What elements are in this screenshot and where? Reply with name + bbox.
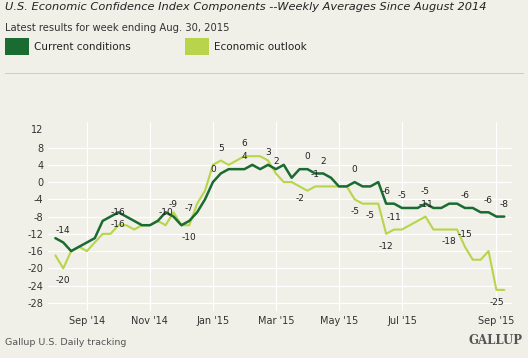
Text: 0: 0 [352, 165, 357, 174]
Text: -6: -6 [460, 191, 469, 200]
Text: -18: -18 [442, 237, 457, 246]
Text: 0: 0 [210, 165, 216, 174]
Text: -11: -11 [386, 213, 401, 222]
Text: Gallup U.S. Daily tracking: Gallup U.S. Daily tracking [5, 338, 127, 347]
Text: -14: -14 [56, 226, 71, 235]
Text: Economic outlook: Economic outlook [214, 42, 307, 52]
Text: -16: -16 [111, 208, 126, 217]
Text: 5: 5 [218, 144, 224, 153]
Text: GALLUP: GALLUP [469, 334, 523, 347]
Text: 0: 0 [305, 153, 310, 161]
Text: 12: 12 [31, 125, 44, 135]
Text: -15: -15 [458, 230, 472, 239]
Text: -11: -11 [418, 200, 433, 209]
Text: -5: -5 [421, 187, 430, 196]
Text: -25: -25 [489, 297, 504, 307]
Text: -6: -6 [484, 195, 493, 204]
Text: -16: -16 [111, 220, 126, 229]
Text: Latest results for week ending Aug. 30, 2015: Latest results for week ending Aug. 30, … [5, 23, 230, 33]
Text: -5: -5 [366, 212, 375, 221]
Text: U.S. Economic Confidence Index Components --Weekly Averages Since August 2014: U.S. Economic Confidence Index Component… [5, 2, 487, 12]
Text: -10: -10 [182, 233, 196, 242]
Text: -5: -5 [398, 191, 407, 200]
Text: 2: 2 [320, 157, 326, 166]
Text: 4: 4 [242, 153, 247, 161]
Text: -5: -5 [350, 207, 359, 216]
Text: -20: -20 [56, 276, 71, 285]
Text: -8: -8 [500, 200, 509, 209]
Text: -12: -12 [379, 242, 393, 251]
Text: 3: 3 [265, 148, 271, 157]
Text: -10: -10 [158, 208, 173, 217]
Text: 2: 2 [273, 157, 279, 166]
Text: Current conditions: Current conditions [34, 42, 131, 52]
Text: 6: 6 [241, 140, 247, 149]
Text: -2: -2 [295, 194, 304, 203]
Text: -7: -7 [185, 204, 194, 213]
Text: -9: -9 [169, 200, 178, 209]
Text: -6: -6 [382, 187, 391, 196]
Text: -1: -1 [311, 170, 320, 179]
